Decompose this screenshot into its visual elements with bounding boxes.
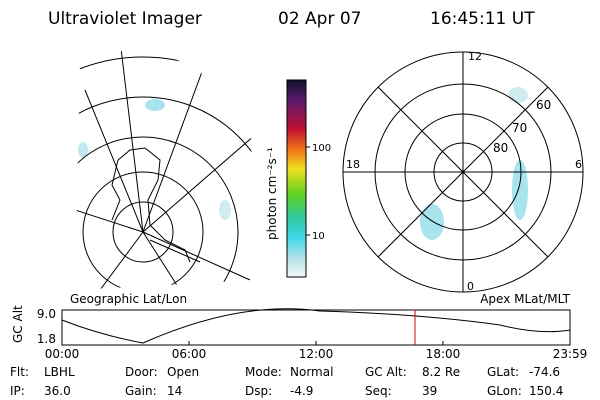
info-value: 14 — [167, 384, 182, 398]
timeline-ytick: 9.0 — [37, 307, 56, 321]
mlt-label: 18 — [346, 158, 360, 171]
info-label: Door: — [125, 365, 158, 379]
info-value: 150.4 — [529, 384, 563, 398]
instrument: Ultraviolet Imager — [48, 9, 202, 29]
info-value: LBHL — [44, 365, 75, 379]
info-label: Gain: — [125, 384, 157, 398]
timeline-xtick-label: 18:00 — [426, 347, 461, 361]
mlt-label: 12 — [468, 50, 482, 63]
mlt-label: 6 — [575, 158, 582, 171]
colorbar — [286, 79, 307, 278]
info-label: Dsp: — [245, 384, 272, 398]
colorbar-tick: 10 — [312, 231, 325, 242]
info-label: GC Alt: — [365, 365, 407, 379]
info-label: Mode: — [245, 365, 282, 379]
timeline-axis-label: GC Alt — [11, 305, 25, 343]
info-label: IP: — [10, 384, 25, 398]
date: 02 Apr 07 — [278, 9, 361, 29]
info-value: -4.9 — [290, 384, 313, 398]
info-value: 36.0 — [44, 384, 71, 398]
info-value: 8.2 Re — [422, 365, 460, 379]
lat-label: 70 — [512, 121, 527, 135]
left-panel-label: Geographic Lat/Lon — [70, 292, 187, 306]
colorbar-label: photon cm⁻²s⁻¹ — [265, 147, 279, 240]
info-value: -74.6 — [529, 365, 560, 379]
right-panel-label: Apex MLat/MLT — [480, 292, 570, 306]
timeline-xtick-label: 12:00 — [299, 347, 334, 361]
info-label: Flt: — [10, 365, 29, 379]
info-label: GLat: — [487, 365, 519, 379]
timeline-frame — [61, 309, 571, 346]
info-label: Seq: — [365, 384, 392, 398]
info-value: Open — [167, 365, 199, 379]
time: 16:45:11 UT — [430, 9, 535, 29]
timeline-xtick-label: 06:00 — [172, 347, 207, 361]
lat-label: 60 — [536, 98, 551, 112]
info-value: 39 — [422, 384, 437, 398]
altitude-curve — [61, 308, 571, 344]
timeline-xtick-label: 00:00 — [45, 347, 80, 361]
mlt-label: 0 — [467, 280, 474, 293]
info-label: GLon: — [487, 384, 522, 398]
info-value: Normal — [290, 365, 333, 379]
polar-map — [342, 51, 584, 293]
lat-label: 80 — [493, 141, 508, 155]
geo-map — [75, 45, 255, 290]
timeline-xtick-label: 23:59 — [553, 347, 588, 361]
colorbar-tick: 100 — [312, 143, 331, 154]
timeline-ytick: 1.8 — [37, 332, 56, 346]
